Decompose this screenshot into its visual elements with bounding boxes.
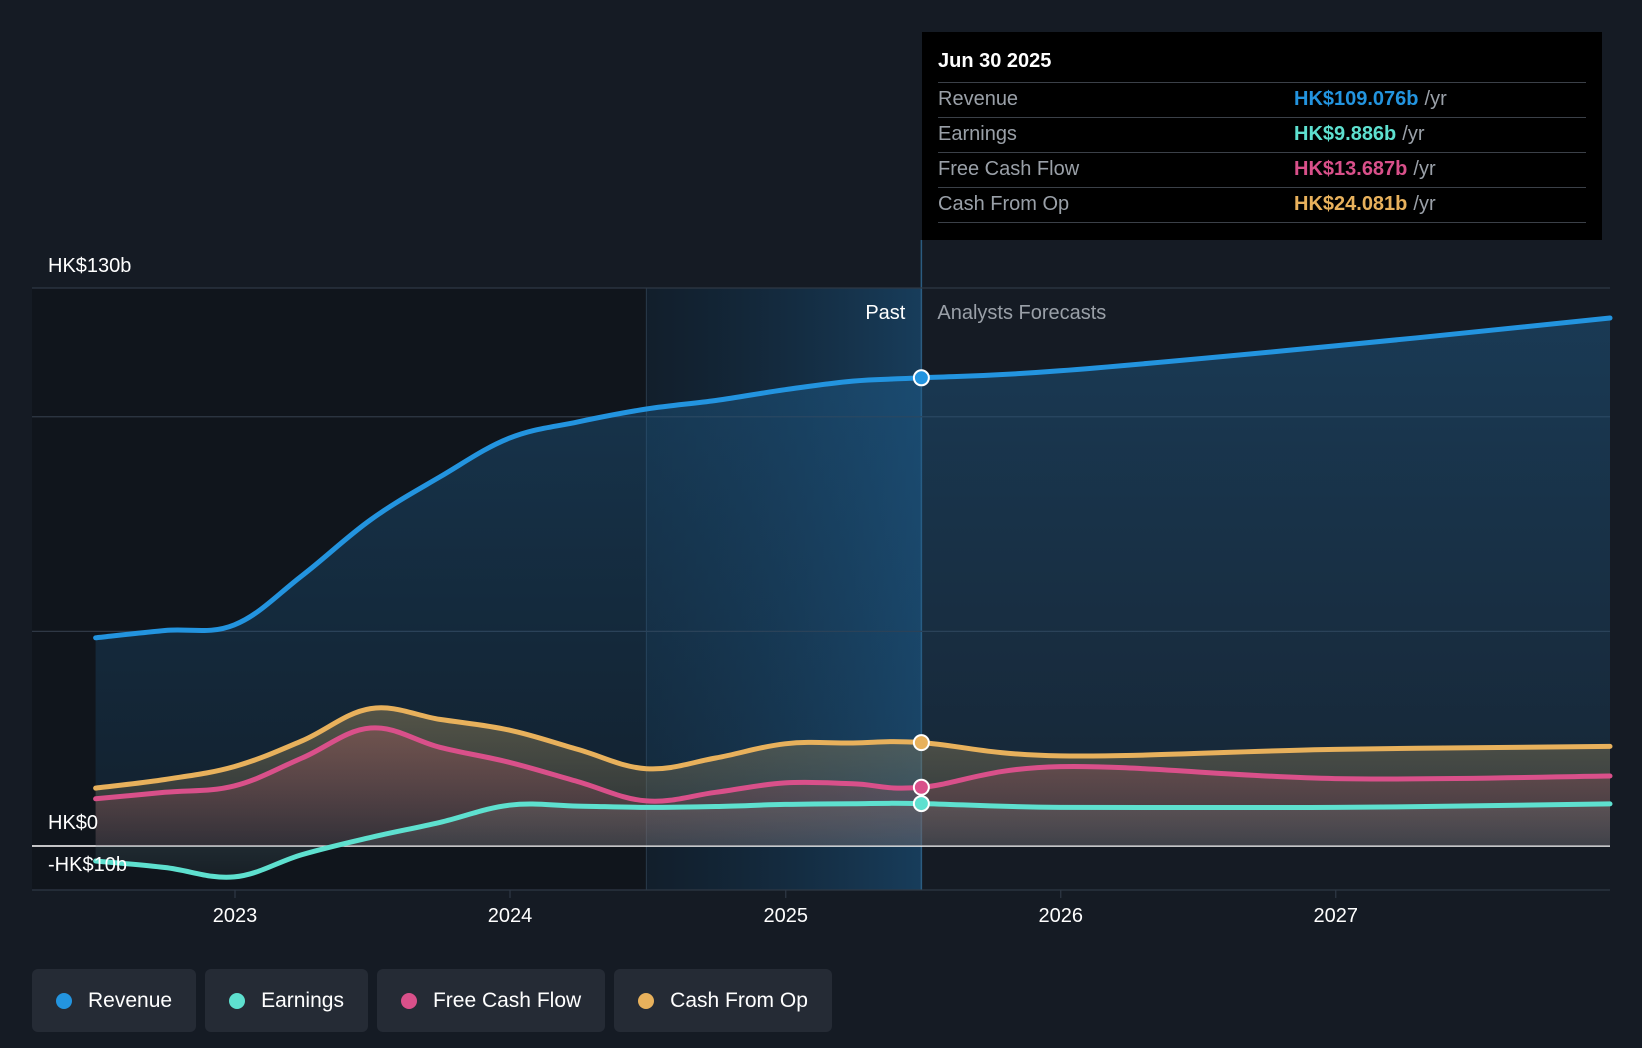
x-tick-label: 2027	[1314, 905, 1359, 927]
tooltip-row-cash-from-op: Cash From Op HK$24.081b/yr	[938, 187, 1586, 223]
tooltip-value: HK$9.886b	[1294, 123, 1397, 145]
revenue-marker[interactable]	[912, 369, 930, 387]
revenue-area	[95, 318, 1611, 846]
tooltip-row-free-cash-flow: Free Cash Flow HK$13.687b/yr	[938, 152, 1586, 187]
tooltip-row-revenue: Revenue HK$109.076b/yr	[938, 82, 1586, 117]
tooltip-unit: /yr	[1424, 88, 1447, 110]
legend-item-revenue[interactable]: Revenue	[32, 969, 197, 1032]
legend-dot-icon	[638, 992, 655, 1009]
revenue-line	[93, 315, 1613, 641]
past-label: Past	[865, 302, 905, 324]
legend-label: Cash From Op	[670, 988, 808, 1012]
x-tick-label: 2026	[1039, 905, 1084, 927]
x-tick-label: 2023	[213, 905, 258, 927]
y-label-zero: HK$0	[48, 812, 98, 834]
x-tick-label: 2025	[764, 905, 809, 927]
tooltip-value: HK$13.687b	[1294, 158, 1408, 180]
hover-tooltip: Jun 30 2025 Revenue HK$109.076b/yr Earning…	[922, 32, 1602, 240]
legend-label: Earnings	[261, 988, 344, 1012]
tooltip-unit: /yr	[1402, 123, 1425, 145]
legend-item-earnings[interactable]: Earnings	[205, 969, 368, 1032]
tooltip-unit: /yr	[1413, 193, 1436, 215]
tooltip-label: Earnings	[938, 123, 1017, 145]
tooltip-value: HK$109.076b	[1294, 88, 1419, 110]
chart-legend: Revenue Earnings Free Cash Flow Cash From O…	[32, 969, 832, 1032]
legend-dot-icon	[56, 992, 72, 1009]
legend-dot-icon	[400, 992, 417, 1009]
x-tick-label: 2024	[488, 905, 533, 927]
y-label-top: HK$130b	[48, 255, 131, 277]
earnings-line	[93, 800, 1613, 880]
tooltip-date: Jun 30 2025	[938, 50, 1052, 72]
y-label-bottom: -HK$10b	[48, 854, 127, 876]
free-cash-flow-marker[interactable]	[912, 778, 930, 796]
free-cash-flow-line	[93, 725, 1613, 804]
tooltip-unit: /yr	[1413, 158, 1436, 180]
tooltip-label: Revenue	[938, 88, 1019, 110]
legend-item-free-cash-flow[interactable]: Free Cash Flow	[376, 969, 606, 1032]
legend-label: Free Cash Flow	[432, 988, 582, 1012]
tooltip-label: Free Cash Flow	[938, 158, 1080, 180]
legend-label: Revenue	[88, 988, 173, 1012]
tooltip-row-earnings: Earnings HK$9.886b/yr	[938, 117, 1586, 152]
legend-dot-icon	[229, 992, 246, 1009]
earnings-marker[interactable]	[912, 795, 930, 813]
tooltip-rows: Revenue HK$109.076b/yr Earnings HK$9.886b/y…	[938, 82, 1586, 223]
legend-item-cash-from-op[interactable]: Cash From Op	[614, 969, 832, 1032]
forecast-label: Analysts Forecasts	[937, 302, 1106, 324]
tooltip-label: Cash From Op	[938, 193, 1070, 215]
cash-from-op-line	[93, 705, 1613, 791]
cash-from-op-marker[interactable]	[912, 734, 930, 752]
tooltip-value: HK$24.081b	[1294, 193, 1408, 215]
